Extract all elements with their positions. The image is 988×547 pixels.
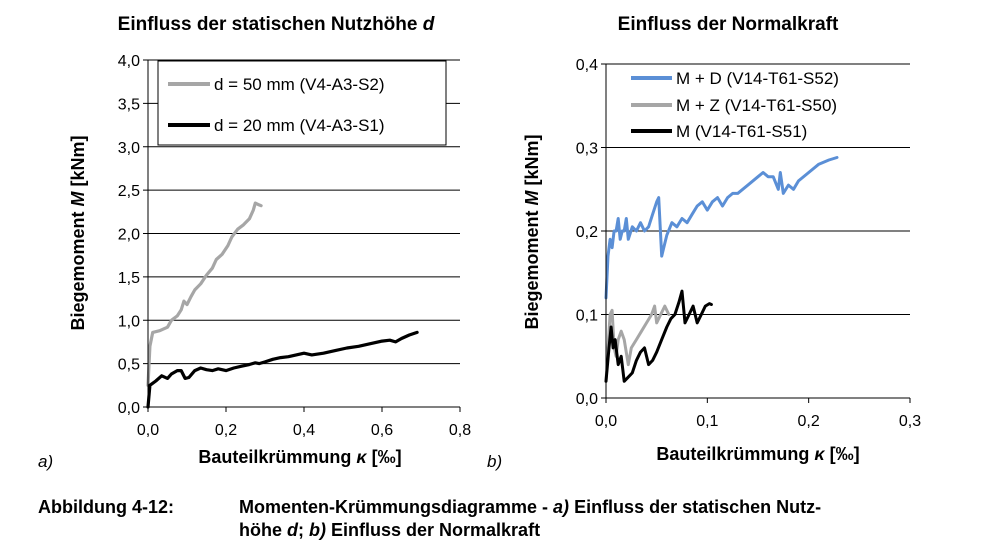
chart-b: Einfluss der Normalkraft 0,0 0,1 0,2 0,3 0,4… xyxy=(487,14,921,471)
chart-a-y-axis-label: Biegemoment M [kNm] xyxy=(68,135,88,330)
chart-a-y-tick-label: 1,0 xyxy=(118,313,140,330)
chart-a-y-tick-label: 1,5 xyxy=(118,270,140,287)
chart-b-y-tick-label: 0,4 xyxy=(576,57,598,74)
chart-b-series-line-2 xyxy=(604,289,713,383)
chart-b-y-tick-label: 0,3 xyxy=(576,141,598,158)
chart-a-y-tick-label: 0,5 xyxy=(118,357,140,374)
chart-a: Einfluss der statischen Nutzhöhe d 0,00,… xyxy=(38,14,471,471)
chart-b-x-tick-labels: 0,0 0,1 0,2 0,3 xyxy=(595,413,921,430)
chart-a-series xyxy=(146,201,419,409)
chart-b-y-axis-label: Biegemoment M [kNm] xyxy=(522,134,542,329)
chart-a-x-tick-label: 0,8 xyxy=(449,422,471,439)
chart-b-y-tick-label: 0,2 xyxy=(576,224,598,241)
chart-b-y-tick-labels: 0,0 0,1 0,2 0,3 0,4 xyxy=(576,57,598,408)
chart-a-legend-label-d50: d = 50 mm (V4-A3-S2) xyxy=(214,75,385,94)
chart-b-legend: M + D (V14-T61-S52) M + Z (V14-T61-S50) … xyxy=(631,69,839,141)
chart-a-y-tick-label: 0,0 xyxy=(118,400,140,417)
chart-b-x-tick-label: 0,2 xyxy=(798,413,820,430)
chart-a-y-tick-label: 4,0 xyxy=(118,53,140,70)
chart-b-series-line-0 xyxy=(604,156,839,300)
chart-a-y-tick-label: 2,5 xyxy=(118,183,140,200)
chart-a-legend-label-d20: d = 20 mm (V4-A3-S1) xyxy=(214,116,385,135)
chart-a-x-tick-label: 0,2 xyxy=(215,422,237,439)
chart-b-legend-label-md: M + D (V14-T61-S52) xyxy=(676,69,839,88)
chart-b-series xyxy=(604,156,839,383)
chart-a-panel-label: a) xyxy=(38,452,53,471)
chart-a-y-tick-label: 2,0 xyxy=(118,227,140,244)
chart-b-series-line-1 xyxy=(604,304,671,383)
chart-b-x-tick-label: 0,1 xyxy=(696,413,718,430)
chart-a-x-tick-label: 0,4 xyxy=(293,422,315,439)
chart-a-legend-box xyxy=(157,60,447,146)
chart-a-series-line-1 xyxy=(146,330,419,409)
chart-b-legend-label-m: M (V14-T61-S51) xyxy=(676,122,807,141)
chart-a-x-tick-label: 0,0 xyxy=(137,422,159,439)
chart-a-y-tick-label: 3,0 xyxy=(118,140,140,157)
chart-a-x-tick-label: 0,6 xyxy=(371,422,393,439)
chart-b-x-tick-label: 0,0 xyxy=(595,413,617,430)
chart-b-panel-label: b) xyxy=(487,452,502,471)
chart-b-title: Einfluss der Normalkraft xyxy=(618,14,839,35)
chart-b-y-tick-label: 0,1 xyxy=(576,308,598,325)
chart-b-y-tick-label: 0,0 xyxy=(576,391,598,408)
chart-a-x-tick-labels: 0,0 0,2 0,4 0,6 0,8 xyxy=(137,422,471,439)
caption-figure-number: Abbildung 4-12: xyxy=(38,497,174,517)
caption-text: Momenten-Krümmungsdiagramme - a) Einflus… xyxy=(239,497,822,540)
chart-a-x-axis-label: Bauteilkrümmung κ [‰] xyxy=(198,447,401,467)
chart-a-y-tick-label: 3,5 xyxy=(118,96,140,113)
chart-a-title: Einfluss der statischen Nutzhöhe d xyxy=(118,14,435,35)
chart-b-x-tick-label: 0,3 xyxy=(899,413,921,430)
chart-b-legend-label-mz: M + Z (V14-T61-S50) xyxy=(676,96,837,115)
chart-a-legend: d = 50 mm (V4-A3-S2) d = 20 mm (V4-A3-S1… xyxy=(157,60,447,146)
chart-b-x-axis-label: Bauteilkrümmung κ [‰] xyxy=(656,444,859,464)
chart-a-y-tick-labels: 0,0 0,5 1,0 1,5 2,0 2,5 3,0 3,5 4,0 xyxy=(118,53,140,417)
chart-a-series-line-0 xyxy=(146,201,263,387)
